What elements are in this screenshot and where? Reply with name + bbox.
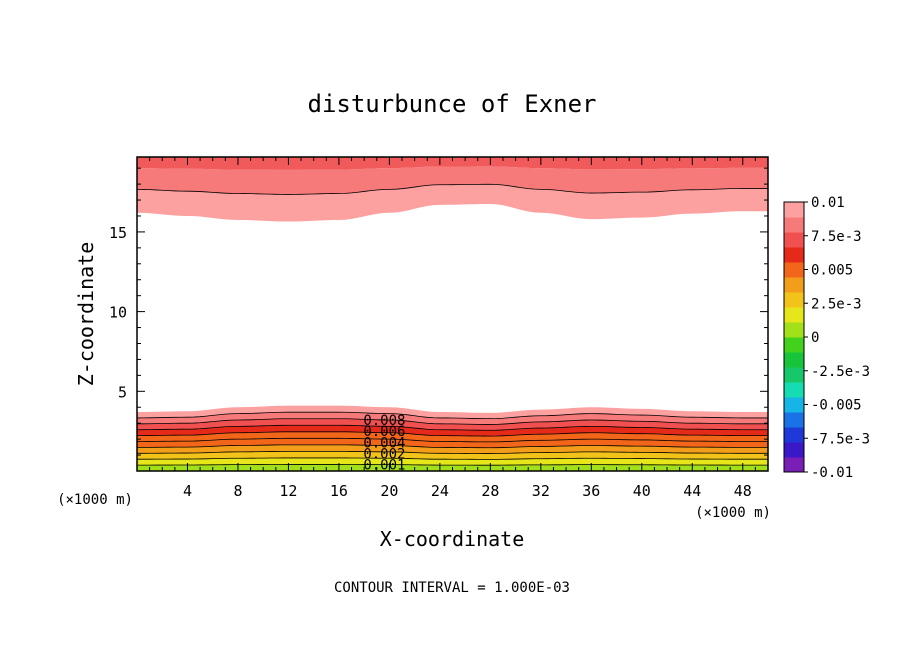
colorbar-label: 7.5e-3 [811, 229, 862, 245]
x-tick-label: 48 [734, 482, 752, 500]
colorbar-label: -2.5e-3 [811, 364, 870, 380]
upper-band-level [137, 166, 768, 195]
x-tick-label: 44 [683, 482, 701, 500]
lower-band-level [137, 425, 768, 437]
lower-band-level [137, 418, 768, 431]
x-tick-label: 16 [330, 482, 348, 500]
contour-line [136, 450, 768, 454]
contour-interval-note: CONTOUR INTERVAL = 1.000E-03 [334, 580, 570, 596]
colorbar-label: -0.005 [811, 398, 862, 414]
x-tick-label: 4 [183, 482, 192, 500]
lower-band-level [137, 405, 768, 419]
x-tick-label: 20 [380, 482, 398, 500]
colorbar: 0.01 7.5e-3 0.005 2.5e-3 0 -2.5e-3 -0.005 -7.5e… [783, 195, 870, 481]
upper-band-level [137, 184, 768, 222]
y-axis-label: Z-coordinate [74, 242, 98, 387]
contour-line [136, 431, 768, 437]
colorbar-swatch [784, 277, 804, 293]
colorbar-swatch [784, 397, 804, 413]
contour-label: 0.006 [363, 424, 405, 440]
lower-band-level [137, 451, 768, 460]
x-tick-label: 36 [582, 482, 600, 500]
colorbar-swatch [784, 427, 804, 443]
contour-line [136, 437, 768, 443]
contour-label: 0.004 [363, 435, 405, 451]
upper-band-level [137, 157, 768, 170]
x-unit-label-right: (×1000 m) [695, 505, 771, 521]
plot-area [137, 157, 768, 471]
colorbar-swatch [784, 292, 804, 308]
contour-line [137, 464, 768, 466]
y-tick-label: 15 [109, 224, 127, 242]
colorbar-label: 2.5e-3 [811, 296, 862, 312]
contour-line [136, 418, 768, 425]
contour-line [136, 411, 768, 420]
lower-band-level [137, 457, 768, 466]
contour-label: 0.001 [363, 458, 405, 474]
contour-line [136, 424, 768, 431]
colorbar-swatch [784, 382, 804, 398]
contour-line [136, 183, 768, 195]
x-tick-label: 28 [481, 482, 499, 500]
colorbar-label: 0 [811, 330, 819, 346]
contour-line [136, 444, 768, 449]
colorbar-swatch [784, 352, 804, 368]
colorbar-swatch [784, 457, 804, 473]
colorbar-swatch [784, 442, 804, 458]
contour-line [136, 457, 768, 460]
y-tick-label: 10 [109, 304, 127, 322]
colorbar-swatch [784, 202, 804, 218]
contour-lines [136, 183, 768, 466]
x-tick-label: 8 [233, 482, 242, 500]
colorbar-swatch [784, 232, 804, 248]
contour-label: 0.008 [363, 413, 405, 429]
colorbar-swatch [784, 412, 804, 428]
colorbar-label: 0.01 [811, 195, 845, 211]
x-unit-label-left: (×1000 m) [57, 492, 133, 508]
x-tick-label: 32 [532, 482, 550, 500]
colorbar-swatch [784, 217, 804, 233]
y-tick-label: 5 [118, 383, 127, 401]
x-tick-label: 12 [279, 482, 297, 500]
colorbar-swatch [784, 337, 804, 353]
contour-label: 0.002 [363, 446, 405, 462]
colorbar-swatch [784, 262, 804, 278]
x-tick-label: 40 [633, 482, 651, 500]
colorbar-label: -7.5e-3 [811, 431, 870, 447]
colorbar-swatch [784, 247, 804, 263]
chart-title: disturbunce of Exner [308, 90, 597, 118]
colorbar-swatch [784, 367, 804, 383]
colorbar-label: -0.01 [811, 465, 853, 481]
colorbar-label: 0.005 [811, 263, 853, 279]
colorbar-swatch [784, 307, 804, 323]
colorbar-swatch [784, 322, 804, 338]
x-tick-label: 24 [431, 482, 449, 500]
lower-band-level [137, 431, 768, 442]
x-axis-label: X-coordinate [380, 527, 525, 551]
